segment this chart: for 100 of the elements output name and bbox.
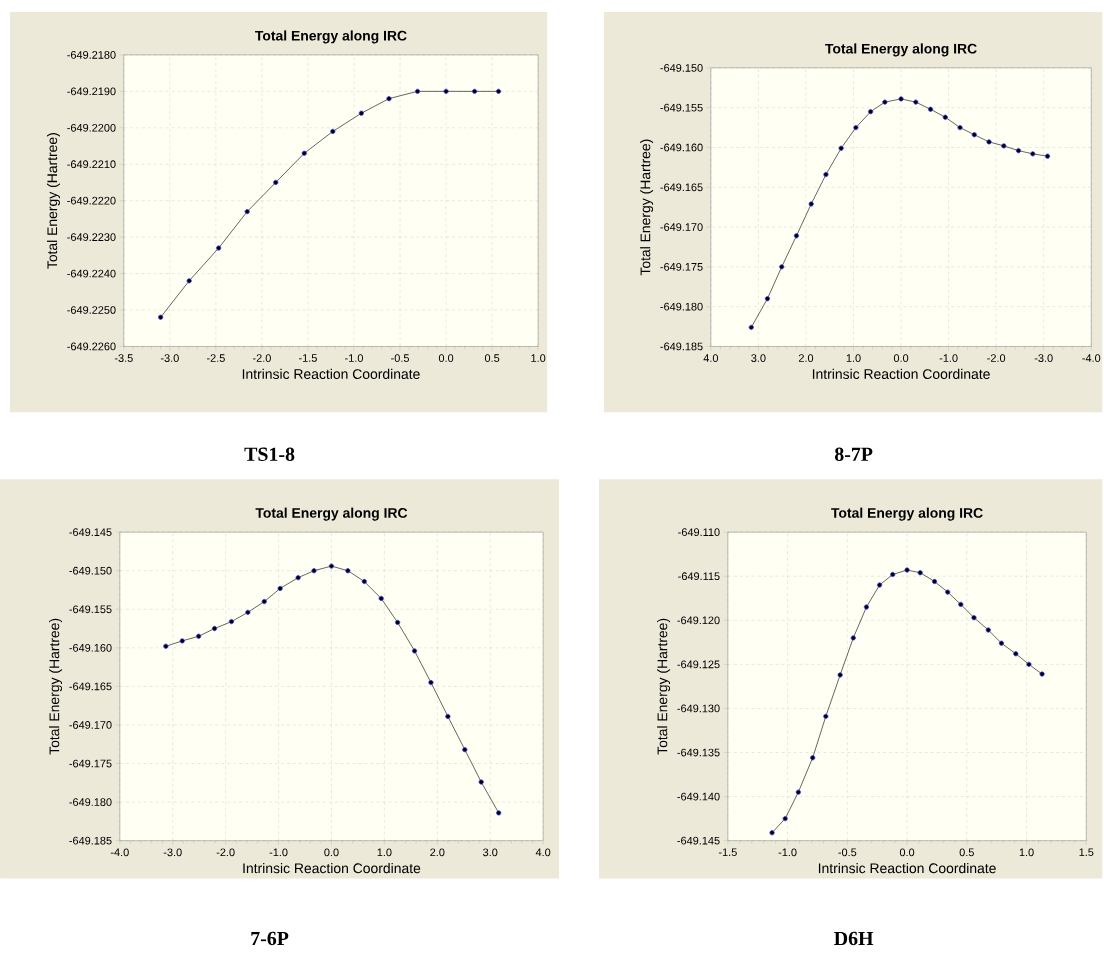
point bbox=[931, 578, 938, 584]
point bbox=[211, 625, 218, 631]
point bbox=[1039, 671, 1045, 677]
y-tick-label: -649.175 bbox=[69, 759, 112, 768]
point bbox=[958, 601, 964, 607]
point bbox=[445, 713, 451, 719]
point bbox=[244, 208, 250, 214]
x-tick-label: -2.0 bbox=[987, 353, 1006, 362]
point bbox=[850, 635, 856, 641]
point bbox=[793, 233, 800, 239]
y-tick-label: -649.185 bbox=[69, 836, 112, 845]
point bbox=[1001, 143, 1007, 149]
chart-title: Total Energy along IRC bbox=[255, 507, 408, 521]
y-tick-label: -649.110 bbox=[678, 528, 720, 536]
point bbox=[472, 88, 478, 94]
point bbox=[277, 585, 283, 591]
point bbox=[495, 88, 502, 94]
point bbox=[808, 201, 814, 207]
chart-title: Total Energy along IRC bbox=[831, 507, 983, 521]
y-tick-label: -649.135 bbox=[677, 748, 720, 757]
point bbox=[769, 829, 775, 836]
point bbox=[971, 131, 977, 138]
point bbox=[345, 567, 351, 574]
point bbox=[853, 124, 859, 130]
y-tick-label: -649.185 bbox=[660, 342, 703, 351]
point bbox=[890, 571, 896, 577]
y-tick-label: -649.155 bbox=[660, 103, 703, 112]
point bbox=[378, 595, 384, 601]
point bbox=[328, 563, 335, 569]
point bbox=[216, 245, 222, 251]
x-tick-label: -1.0 bbox=[345, 353, 363, 362]
text: 7-6P bbox=[251, 931, 289, 945]
x-tick-label: 2.0 bbox=[798, 353, 814, 362]
point bbox=[228, 618, 235, 624]
point bbox=[428, 679, 434, 685]
point bbox=[823, 171, 829, 177]
text: TS1-8 bbox=[244, 447, 295, 461]
y-tick-label: -649.150 bbox=[69, 566, 112, 575]
point bbox=[863, 604, 870, 610]
x-tick-label: 2.0 bbox=[430, 848, 445, 856]
point bbox=[810, 754, 816, 761]
y-axis-title: Total Energy (Hartree) bbox=[640, 139, 654, 276]
point bbox=[917, 569, 923, 576]
y-tick-label: -649.180 bbox=[69, 798, 112, 806]
x-tick-label: -1.5 bbox=[299, 353, 317, 362]
point bbox=[779, 264, 785, 270]
point bbox=[898, 96, 904, 102]
x-tick-label: -4.0 bbox=[110, 848, 129, 856]
x-tick-label: -1.0 bbox=[778, 848, 797, 856]
y-tick-label: -649.145 bbox=[69, 528, 112, 536]
text: 8-7P bbox=[834, 447, 873, 461]
y-tick-label: -649.150 bbox=[660, 63, 703, 72]
point bbox=[1030, 151, 1036, 157]
y-tick-label: -649.2260 bbox=[67, 342, 116, 351]
point bbox=[837, 672, 843, 678]
chart-title: Total Energy along IRC bbox=[825, 43, 977, 57]
point bbox=[838, 145, 844, 151]
point bbox=[876, 582, 883, 588]
y-tick-label: -649.160 bbox=[69, 643, 112, 652]
point bbox=[945, 589, 951, 595]
y-axis-title: Total Energy (Hartree) bbox=[49, 618, 63, 755]
point bbox=[985, 627, 991, 633]
point bbox=[186, 278, 192, 284]
x-tick-label: -3.0 bbox=[163, 848, 182, 856]
point bbox=[957, 124, 963, 130]
y-tick-label: -649.2210 bbox=[67, 160, 116, 168]
x-tick-label: -2.0 bbox=[216, 848, 235, 856]
point bbox=[1044, 153, 1051, 159]
point bbox=[163, 643, 169, 649]
y-axis-title: Total Energy (Hartree) bbox=[657, 618, 671, 755]
y-tick-label: -649.2190 bbox=[67, 87, 116, 95]
x-tick-label: 0.0 bbox=[893, 353, 909, 362]
point bbox=[942, 114, 948, 120]
point bbox=[1015, 147, 1022, 154]
point bbox=[273, 179, 279, 185]
x-tick-label: 3.0 bbox=[751, 353, 766, 362]
y-tick-label: -649.2240 bbox=[67, 269, 116, 278]
y-tick-label: -649.155 bbox=[69, 605, 112, 613]
y-tick-label: -649.115 bbox=[678, 572, 720, 580]
point bbox=[386, 95, 392, 102]
y-tick-label: -649.2180 bbox=[67, 50, 116, 59]
point bbox=[882, 99, 888, 105]
point bbox=[158, 314, 164, 320]
y-tick-label: -649.130 bbox=[677, 704, 720, 713]
point bbox=[358, 110, 364, 116]
point bbox=[986, 139, 992, 145]
x-tick-label: -0.5 bbox=[838, 848, 857, 856]
point bbox=[927, 106, 934, 112]
point bbox=[795, 789, 801, 795]
y-tick-label: -649.125 bbox=[677, 660, 720, 669]
y-tick-label: -649.165 bbox=[69, 682, 112, 691]
x-axis-title: Intrinsic Reaction Coordinate bbox=[818, 862, 996, 873]
x-tick-label: -3.5 bbox=[114, 353, 133, 362]
x-tick-label: 0.0 bbox=[438, 353, 454, 362]
point bbox=[1026, 661, 1032, 667]
point bbox=[411, 648, 418, 654]
x-tick-label: -1.0 bbox=[939, 353, 958, 362]
point bbox=[443, 88, 449, 94]
y-axis-title: Total Energy (Hartree) bbox=[46, 132, 60, 269]
x-tick-label: 4.0 bbox=[535, 848, 551, 856]
